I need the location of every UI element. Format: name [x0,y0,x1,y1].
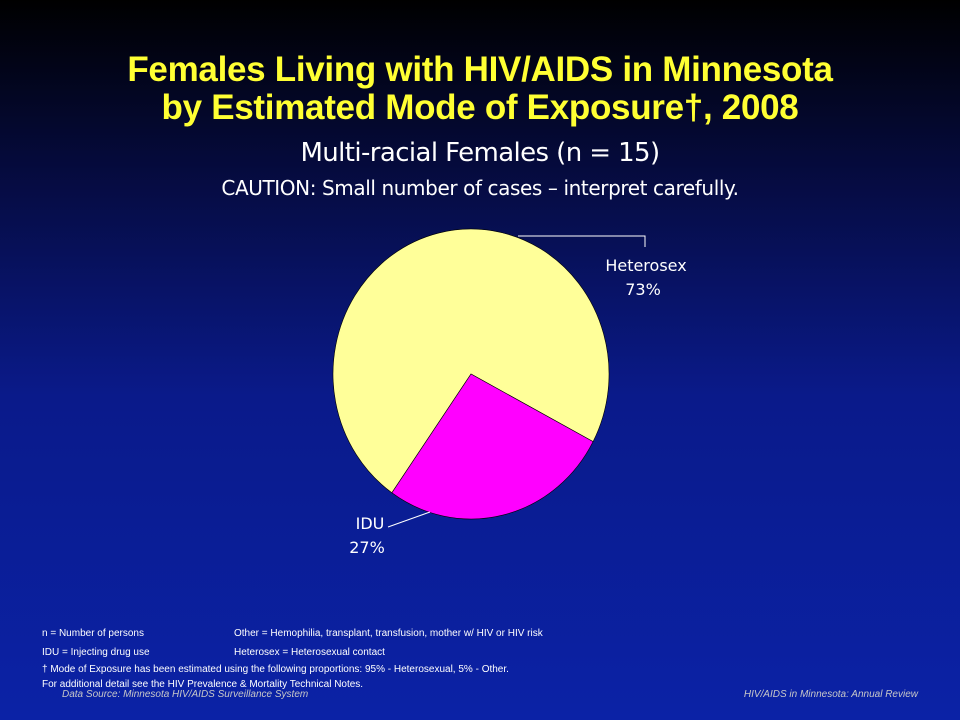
footnote-heterosex-definition: Heterosex = Heterosexual contact [234,647,385,658]
slice-label-heterosex: Heterosex [605,256,686,275]
data-source-note: Data Source: Minnesota HIV/AIDS Surveill… [62,689,309,700]
leader-line-heterosex [518,235,646,247]
pie-slice-heterosex [332,228,610,494]
slice-label-idu: IDU [356,514,385,533]
report-name: HIV/AIDS in Minnesota: Annual Review [743,689,918,700]
footnote-technical-notes: For additional detail see the HIV Preval… [42,679,364,690]
pie-slice-idu [391,373,594,520]
caution-note: CAUTION: Small number of cases – interpr… [221,176,739,200]
chart-title-line-1: Females Living with HIV/AIDS in Minnesot… [127,50,833,89]
leader-line-idu [387,511,431,528]
chart-subtitle: Multi-racial Females (n = 15) [300,138,660,168]
footnote-n-definition: n = Number of persons [42,628,144,639]
footnote-dagger-note: † Mode of Exposure has been estimated us… [42,664,509,675]
slice-value-heterosex: 73% [625,280,661,299]
slice-value-idu: 27% [349,538,385,557]
chart-title-line-2: by Estimated Mode of Exposure†, 2008 [161,88,799,127]
footnote-idu-definition: IDU = Injecting drug use [42,647,150,658]
footnote-other-definition: Other = Hemophilia, transplant, transfus… [234,628,543,639]
